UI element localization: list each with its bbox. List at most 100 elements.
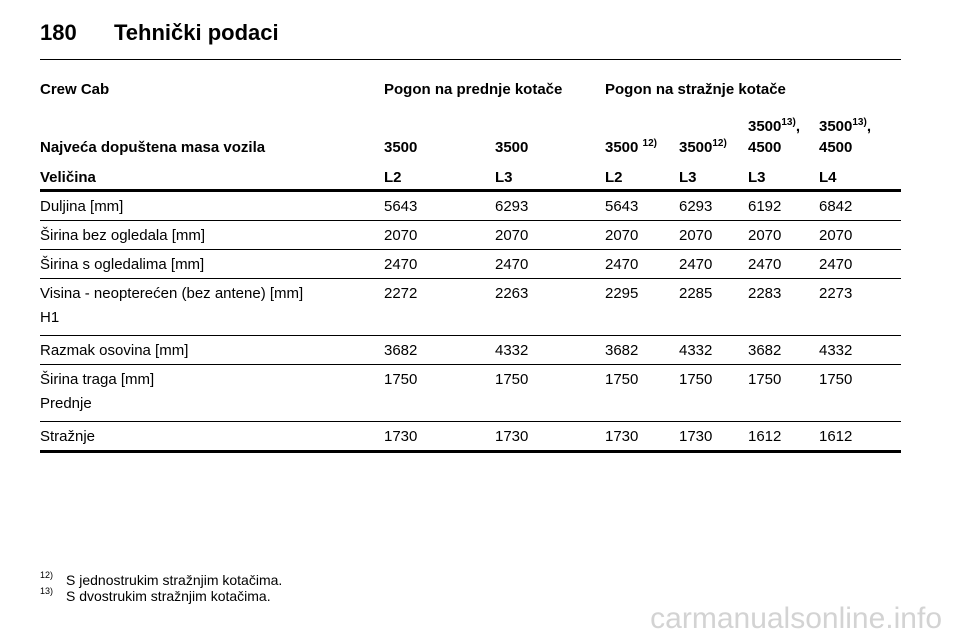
page-number: 180 <box>40 20 77 45</box>
table-row: Visina - neopterećen (bez antene) [mm] H1… <box>40 278 902 336</box>
table-cell: 1730 <box>605 421 679 453</box>
front-drive-header: Pogon na prednje kotače <box>384 81 563 98</box>
row-label: Visina - neopterećen (bez antene) [mm] <box>40 285 304 302</box>
size-label: Veličina <box>40 163 384 192</box>
table-row: Razmak osovina [mm] 3682 4332 3682 4332 … <box>40 335 902 365</box>
mass-cell: 350012) <box>679 110 748 163</box>
table-cell: 2070 <box>605 220 679 250</box>
row-label: Širina traga [mm] <box>40 371 155 388</box>
mass-value-alt: 4500 <box>819 139 853 156</box>
table-cell: 2283 <box>748 278 819 336</box>
mass-value-alt: 4500 <box>748 139 782 156</box>
header-size-row: Veličina L2 L3 L2 L3 L3 L4 <box>40 163 902 192</box>
table-row: Širina bez ogledala [mm] 2070 2070 2070 … <box>40 220 902 250</box>
size-value: L2 <box>605 163 679 192</box>
watermark: carmanualsonline.info <box>650 602 942 635</box>
row-label-cell: Stražnje <box>40 421 384 453</box>
table-cell: 1750 <box>748 364 819 422</box>
table-cell: 6293 <box>495 190 605 221</box>
table-cell: 2470 <box>819 249 902 279</box>
row-sublabel: Prednje <box>40 395 92 412</box>
table-cell: 5643 <box>605 190 679 221</box>
table-cell: 1750 <box>679 364 748 422</box>
page-title: Tehnički podaci <box>114 20 279 45</box>
table-cell: 1750 <box>384 364 495 422</box>
table-cell: 3682 <box>748 335 819 365</box>
table-cell: 3682 <box>605 335 679 365</box>
mass-separator: , <box>795 118 800 135</box>
mass-separator: , <box>866 118 871 135</box>
table-row: Stražnje 1730 1730 1730 1730 1612 1612 <box>40 421 902 453</box>
row-label-cell: Širina s ogledalima [mm] <box>40 249 384 279</box>
mass-cell: 3500 <box>495 110 605 163</box>
row-label: Razmak osovina [mm] <box>40 342 189 359</box>
size-value: L3 <box>495 163 605 192</box>
table-cell: 6293 <box>679 190 748 221</box>
table-cell: 1730 <box>679 421 748 453</box>
size-value: L2 <box>384 163 495 192</box>
mass-cell: 3500 12) <box>605 110 679 163</box>
size-value: L4 <box>819 163 902 192</box>
row-label-cell: Razmak osovina [mm] <box>40 335 384 365</box>
table-cell: 2470 <box>495 249 605 279</box>
table-cell: 2272 <box>384 278 495 336</box>
table-cell: 6842 <box>819 190 902 221</box>
crew-cab-label: Crew Cab <box>40 81 110 98</box>
mass-value: 3500 <box>495 139 529 156</box>
table-cell: 6192 <box>748 190 819 221</box>
table-cell: 2273 <box>819 278 902 336</box>
row-sublabel: H1 <box>40 309 60 326</box>
footnote-ref: 13) <box>781 117 796 128</box>
table-cell: 1750 <box>605 364 679 422</box>
mass-value: 3500 <box>605 139 643 156</box>
row-label: Duljina [mm] <box>40 198 124 215</box>
table-row: Širina traga [mm] Prednje 1750 1750 1750 … <box>40 364 902 422</box>
mass-value: 3500 <box>748 118 782 135</box>
footnote-ref: 12) <box>642 138 657 149</box>
mass-cell: 3500 <box>384 110 495 163</box>
table-cell: 2070 <box>748 220 819 250</box>
table-row: Širina s ogledalima [mm] 2470 2470 2470 … <box>40 249 902 279</box>
table-cell: 1612 <box>819 421 902 453</box>
row-label: Stražnje <box>40 428 96 445</box>
table-cell: 2470 <box>679 249 748 279</box>
footnote-ref: 13) <box>852 117 867 128</box>
table-cell: 1730 <box>495 421 605 453</box>
row-label: Širina bez ogledala [mm] <box>40 227 206 244</box>
table-cell: 2285 <box>679 278 748 336</box>
footnote-text: S jednostrukim stražnjim kotačima. <box>66 572 283 588</box>
size-value: L3 <box>679 163 748 192</box>
footnote-text: S dvostrukim stražnjim kotačima. <box>66 588 271 604</box>
header-drive-row: Crew Cab Pogon na prednje kotače Pogon n… <box>40 74 901 110</box>
table-cell: 2470 <box>605 249 679 279</box>
rear-drive-header: Pogon na stražnje kotače <box>605 81 786 98</box>
table-cell: 2070 <box>819 220 902 250</box>
table-cell: 5643 <box>384 190 495 221</box>
footnote-marker: 13) <box>40 586 54 596</box>
max-mass-label: Najveća dopuštena masa vozila <box>40 139 266 156</box>
row-label-cell: Širina traga [mm] Prednje <box>40 364 384 422</box>
row-label: Širina s ogledalima [mm] <box>40 256 205 273</box>
table-cell: 4332 <box>679 335 748 365</box>
table-cell: 2470 <box>748 249 819 279</box>
table-cell: 4332 <box>495 335 605 365</box>
mass-cell: 350013), 4500 <box>748 110 819 163</box>
table-cell: 2263 <box>495 278 605 336</box>
table-cell: 1730 <box>384 421 495 453</box>
table-cell: 1612 <box>748 421 819 453</box>
row-label-cell: Širina bez ogledala [mm] <box>40 220 384 250</box>
row-label-cell: Duljina [mm] <box>40 190 384 221</box>
table-cell: 2070 <box>679 220 748 250</box>
table-cell: 2295 <box>605 278 679 336</box>
table-cell: 1750 <box>819 364 902 422</box>
specifications-table: Crew Cab Pogon na prednje kotače Pogon n… <box>40 74 902 453</box>
mass-value: 3500 <box>819 118 853 135</box>
mass-value: 3500 <box>384 139 418 156</box>
header-mass-row: Najveća dopuštena masa vozila 3500 3500 … <box>40 110 901 163</box>
table-cell: 3682 <box>384 335 495 365</box>
row-label-cell: Visina - neopterećen (bez antene) [mm] H1 <box>40 278 384 336</box>
footnote-ref: 12) <box>712 138 727 149</box>
size-value: L3 <box>748 163 819 192</box>
table-cell: 2470 <box>384 249 495 279</box>
table-cell: 1750 <box>495 364 605 422</box>
